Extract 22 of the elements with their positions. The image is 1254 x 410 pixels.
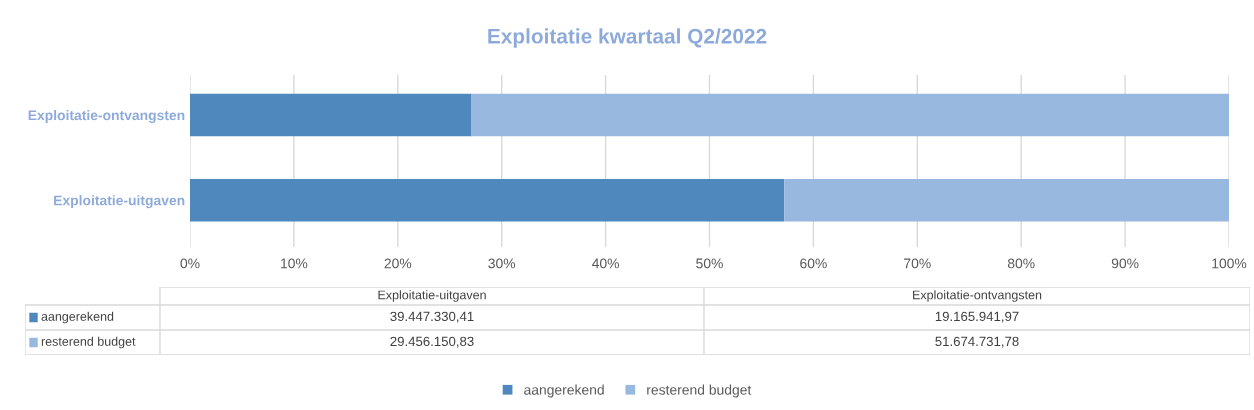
legend-label: aangerekend xyxy=(41,311,114,324)
category-label: Exploitatie-ontvangsten xyxy=(913,290,1042,302)
x-tick-label: 10% xyxy=(281,258,308,269)
text: resterend budget xyxy=(41,336,136,349)
x-tick-label: 80% xyxy=(1007,258,1035,269)
category-label: Exploitatie-uitgaven xyxy=(378,290,486,302)
text: 29.456.150,83 xyxy=(390,336,474,348)
x-tick-label: 90% xyxy=(1111,258,1139,269)
text: 51.674.731,78 xyxy=(935,336,1019,348)
x-tick-label: 0% xyxy=(180,258,200,269)
x-tick-label: 50% xyxy=(696,258,723,269)
x-tick-label: 40% xyxy=(592,258,620,269)
x-tick-label: 100% xyxy=(1212,258,1247,269)
chart-title: Exploitatie kwartaal Q2/2022 xyxy=(488,28,767,48)
text: 19.165.941,97 xyxy=(935,311,1019,323)
text: 39.447.330,41 xyxy=(390,311,474,323)
x-tick-label: 20% xyxy=(384,258,412,269)
x-tick-label: 30% xyxy=(488,258,516,269)
x-tick-label: 60% xyxy=(800,258,827,269)
x-tick-label: 70% xyxy=(904,258,931,269)
text: aangerekend xyxy=(524,384,604,398)
legend-label: resterend budget xyxy=(647,384,752,398)
